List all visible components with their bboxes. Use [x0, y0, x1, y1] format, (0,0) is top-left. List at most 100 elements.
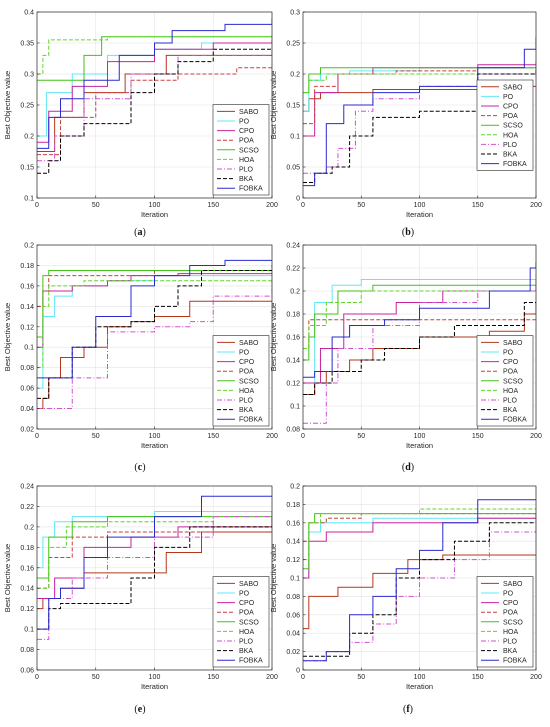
y-tick-label: 0.22 [20, 504, 34, 511]
x-tick-label: 0 [35, 433, 39, 440]
x-tick-label: 100 [149, 202, 161, 209]
legend-label-hoa: HOA [503, 132, 519, 139]
panel-caption: (b) [402, 227, 414, 238]
panel-caption: (f) [403, 704, 413, 715]
legend: SABO PO CPO POA SCSO HOA PLO BKA FOBKA [476, 79, 534, 171]
legend: SABO PO CPO POA SCSO HOA PLO BKA FOBKA [212, 335, 270, 427]
y-axis-label: Best Objective value [3, 71, 12, 139]
y-tick-label: 0.1 [24, 345, 34, 352]
y-tick-label: 0.2 [24, 524, 34, 531]
series-group [37, 259, 272, 410]
y-axis-label: Best Objective value [269, 71, 278, 139]
y-tick-label: 0.18 [286, 502, 300, 509]
x-tick-label: 0 [301, 202, 305, 209]
y-tick-label: 0.12 [20, 324, 34, 331]
legend-label-fobka: FOBKA [239, 186, 263, 193]
series-line-fobka [37, 495, 272, 630]
series-line-po [37, 39, 272, 137]
series-group [303, 262, 536, 424]
y-tick-label: 0.18 [286, 312, 300, 319]
legend-label-bka: BKA [239, 407, 253, 414]
x-tick-label: 50 [92, 202, 100, 209]
x-tick-label: 0 [301, 433, 305, 440]
y-tick-label: 0.24 [286, 243, 300, 250]
x-tick-label: 0 [35, 674, 39, 681]
y-tick-label: 0.25 [286, 41, 300, 48]
legend-label-poa: POA [239, 138, 254, 145]
x-tick-label: 50 [357, 674, 365, 681]
series-line-fobka [303, 499, 536, 662]
y-tick-label: 0.2 [24, 134, 34, 141]
legend-label-po: PO [503, 94, 514, 101]
y-tick-label: 0.14 [286, 358, 300, 365]
y-tick-label: 0.06 [20, 668, 34, 675]
series-line-cpo [37, 39, 272, 143]
legend-label-fobka: FOBKA [239, 417, 263, 424]
y-tick-label: 0.16 [286, 335, 300, 342]
legend-label-sabo: SABO [503, 340, 523, 347]
legend-label-hoa: HOA [503, 388, 519, 395]
x-axis-label: Iteration [141, 441, 168, 450]
legend-label-po: PO [503, 591, 514, 598]
y-tick-label: 0.15 [286, 103, 300, 110]
x-tick-label: 200 [530, 433, 542, 440]
y-tick-label: 0.18 [20, 545, 34, 552]
y-tick-label: 0.04 [286, 631, 300, 638]
legend-box [476, 335, 534, 427]
y-tick-label: 0.05 [286, 165, 300, 172]
x-tick-label: 100 [414, 674, 426, 681]
legend-label-poa: POA [503, 369, 518, 376]
series-line-bka [303, 302, 536, 395]
legend-label-bka: BKA [239, 176, 253, 183]
y-tick-label: 0.08 [286, 427, 300, 434]
y-tick-label: 0.12 [286, 557, 300, 564]
series-line-po [37, 511, 272, 569]
series-line-poa [303, 319, 536, 349]
legend-label-cpo: CPO [503, 359, 519, 366]
y-tick-label: 0.18 [20, 263, 34, 270]
x-tick-label: 200 [530, 674, 542, 681]
legend-label-bka: BKA [503, 407, 517, 414]
series-line-fobka [37, 259, 272, 379]
y-tick-label: 0.15 [20, 165, 34, 172]
legend-label-plo: PLO [503, 398, 518, 405]
legend-label-cpo: CPO [239, 600, 255, 607]
legend-label-sabo: SABO [503, 84, 523, 91]
y-tick-label: 0.2 [24, 243, 34, 250]
y-tick-label: 0 [296, 668, 300, 675]
legend-label-hoa: HOA [239, 629, 255, 636]
x-tick-label: 150 [207, 674, 219, 681]
chart-panel-e: 0 50 100 150 200 0.06 0.08 0.1 0.12 0.14 0.16 0.18 0… [3, 484, 278, 716]
series-line-hoa [303, 64, 536, 94]
chart-panel-b: 0 50 100 150 200 0 0.05 0.1 0.15 0.2 0.25 0.3 Iterat… [269, 10, 542, 239]
legend-label-fobka: FOBKA [239, 658, 263, 665]
legend-label-cpo: CPO [239, 128, 255, 135]
legend-label-poa: POA [503, 113, 518, 120]
legend-label-fobka: FOBKA [503, 658, 527, 665]
legend-label-scso: SCSO [239, 619, 259, 626]
legend-label-scso: SCSO [503, 619, 523, 626]
y-tick-label: 0.3 [24, 72, 34, 79]
legend-label-fobka: FOBKA [503, 417, 527, 424]
legend-label-po: PO [503, 350, 514, 357]
x-tick-label: 100 [149, 674, 161, 681]
series-line-bka [37, 265, 272, 399]
y-tick-label: 0.08 [20, 647, 34, 654]
x-axis-label: Iteration [406, 210, 433, 219]
legend-label-po: PO [239, 350, 250, 357]
x-axis-label: Iteration [141, 210, 168, 219]
legend-label-cpo: CPO [503, 104, 519, 111]
x-tick-label: 100 [414, 433, 426, 440]
series-line-bka [37, 48, 272, 174]
legend-label-bka: BKA [503, 648, 517, 655]
x-tick-label: 50 [92, 433, 100, 440]
legend-label-po: PO [239, 591, 250, 598]
legend-label-plo: PLO [239, 398, 254, 405]
x-tick-label: 50 [92, 674, 100, 681]
legend-label-hoa: HOA [503, 629, 519, 636]
chart-panel-d: 0 50 100 150 200 0.08 0.1 0.12 0.14 0.16 0.18 0.2 0.… [269, 243, 542, 474]
legend-label-bka: BKA [503, 152, 517, 159]
y-axis-label: Best Objective value [3, 303, 12, 371]
x-tick-label: 200 [266, 202, 278, 209]
series-line-hoa [37, 33, 272, 75]
